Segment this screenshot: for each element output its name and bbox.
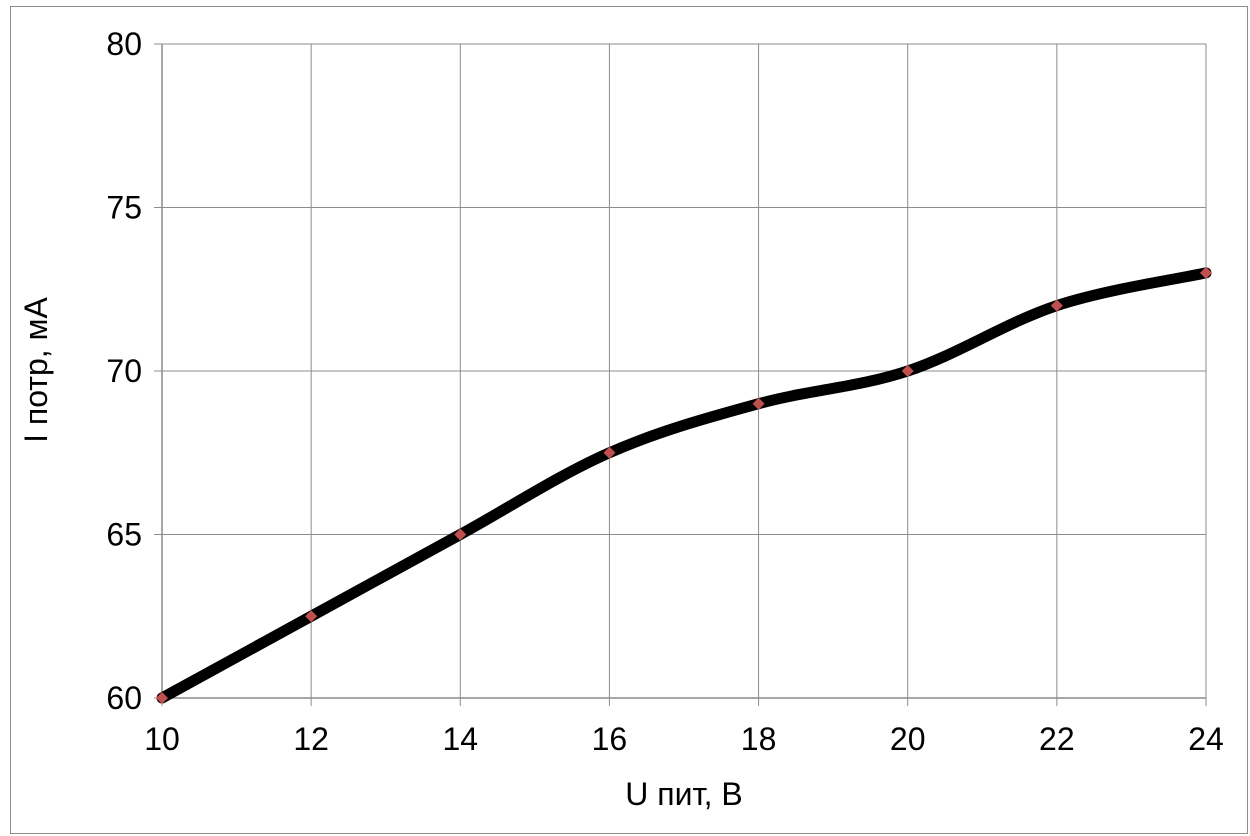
data-point-marker xyxy=(156,692,168,704)
data-point-marker xyxy=(305,610,318,623)
x-tick-label: 22 xyxy=(1039,721,1075,757)
x-tick-label: 16 xyxy=(592,721,628,757)
x-tick-label: 18 xyxy=(741,721,777,757)
series-line xyxy=(156,267,1212,704)
data-point-marker xyxy=(1200,266,1212,279)
data-point-marker xyxy=(603,446,616,459)
axes xyxy=(154,43,1207,706)
x-tick-label: 10 xyxy=(144,721,180,757)
y-tick-label: 80 xyxy=(106,26,142,62)
data-point-marker xyxy=(752,397,765,410)
x-tick-label: 20 xyxy=(890,721,926,757)
y-axis-title: I потр, мА xyxy=(18,296,54,442)
x-tick-labels: 10 12 14 16 18 20 22 24 xyxy=(144,721,1224,757)
data-point-marker xyxy=(1050,299,1063,312)
y-tick-labels: 60 65 70 75 80 xyxy=(106,26,142,716)
x-tick-label: 12 xyxy=(293,721,329,757)
y-tick-label: 60 xyxy=(106,680,142,716)
x-axis-title: U пит, В xyxy=(625,776,742,812)
y-tick-label: 75 xyxy=(106,190,142,226)
grid-lines xyxy=(161,43,1207,699)
series-layer xyxy=(156,266,1212,704)
y-tick-label: 70 xyxy=(106,353,142,389)
data-point-marker xyxy=(901,365,914,377)
data-point-marker xyxy=(454,528,467,541)
x-tick-label: 14 xyxy=(442,721,478,757)
y-tick-label: 65 xyxy=(106,517,142,553)
chart-frame xyxy=(10,6,1248,834)
x-tick-label: 24 xyxy=(1188,721,1224,757)
